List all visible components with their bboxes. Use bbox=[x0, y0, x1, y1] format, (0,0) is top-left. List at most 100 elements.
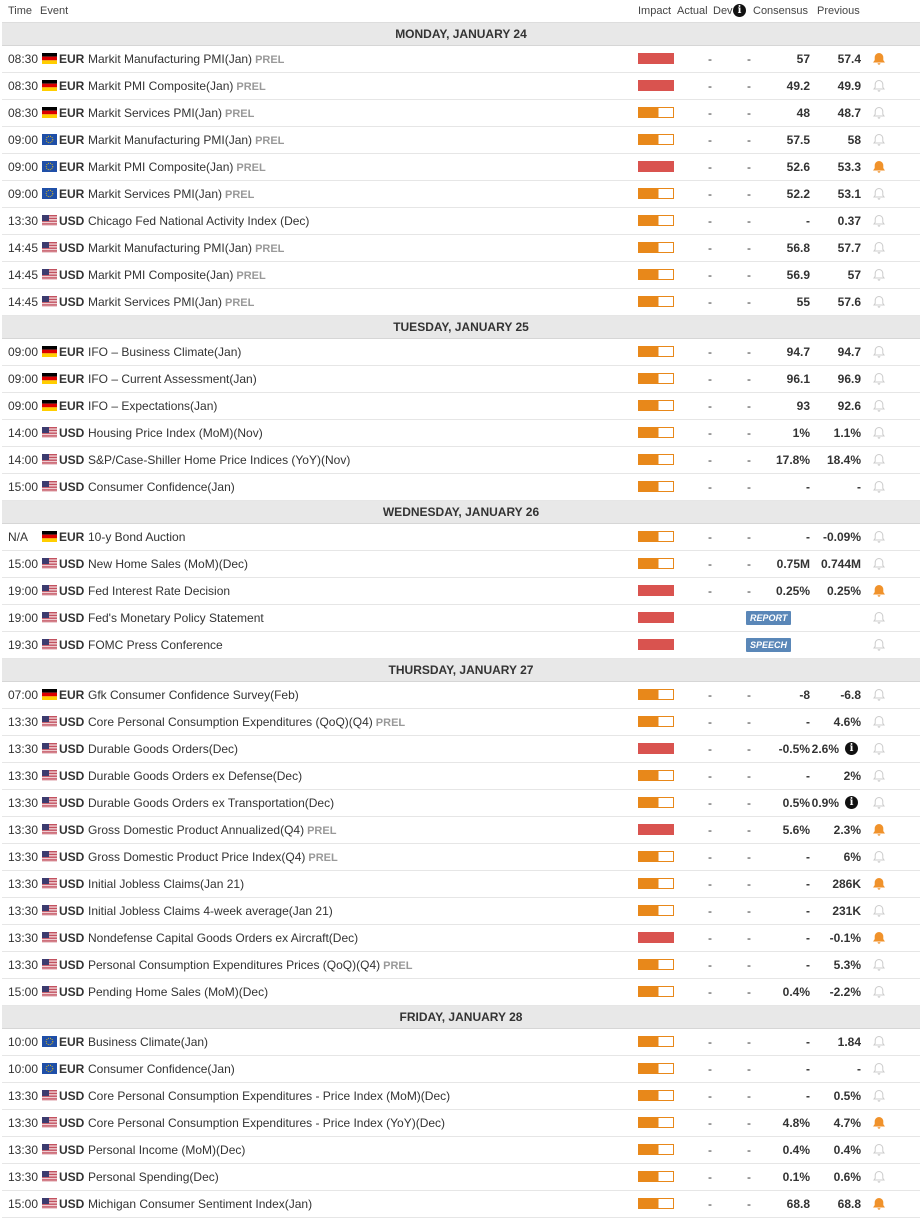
event-name[interactable]: Consumer Confidence(Jan) bbox=[88, 474, 235, 500]
bell-icon[interactable] bbox=[872, 715, 886, 729]
event-name[interactable]: Markit Manufacturing PMI(Jan) PREL bbox=[88, 127, 284, 154]
table-row[interactable]: 09:00 EUR IFO – Expectations(Jan) - - 93 92.6 bbox=[2, 393, 920, 420]
header-consensus[interactable]: Consensus bbox=[753, 5, 809, 17]
bell-icon[interactable] bbox=[872, 214, 886, 228]
event-name[interactable]: Markit Services PMI(Jan) PREL bbox=[88, 289, 254, 316]
bell-icon[interactable] bbox=[872, 611, 886, 625]
event-title[interactable]: 10-y Bond Auction bbox=[88, 530, 186, 544]
event-name[interactable]: Chicago Fed National Activity Index (Dec… bbox=[88, 208, 309, 234]
table-row[interactable]: 13:30 USD Personal Consumption Expenditure… bbox=[2, 952, 920, 979]
table-row[interactable]: 13:30 USD Gross Domestic Product Annualize… bbox=[2, 817, 920, 844]
event-title[interactable]: Pending Home Sales (MoM)(Dec) bbox=[88, 985, 269, 999]
event-title[interactable]: IFO – Expectations(Jan) bbox=[88, 399, 218, 413]
bell-icon[interactable] bbox=[872, 1143, 886, 1157]
bell-icon[interactable] bbox=[872, 796, 886, 810]
table-row[interactable]: 14:45 USD Markit PMI Composite(Jan) PREL - - 5… bbox=[2, 262, 920, 289]
event-name[interactable]: Personal Spending(Dec) bbox=[88, 1164, 219, 1190]
bell-icon[interactable] bbox=[872, 985, 886, 999]
table-row[interactable]: 08:30 EUR Markit Manufacturing PMI(Jan) PRE… bbox=[2, 46, 920, 73]
table-row[interactable]: 09:00 EUR IFO – Current Assessment(Jan) - - 9… bbox=[2, 366, 920, 393]
event-title[interactable]: Markit PMI Composite(Jan) bbox=[88, 160, 234, 174]
event-name[interactable]: Michigan Consumer Sentiment Index(Jan) bbox=[88, 1191, 312, 1217]
event-title[interactable]: Durable Goods Orders ex Transportation(D… bbox=[88, 796, 335, 810]
bell-icon[interactable] bbox=[872, 241, 886, 255]
event-title[interactable]: New Home Sales (MoM)(Dec) bbox=[88, 557, 249, 571]
bell-icon[interactable] bbox=[872, 426, 886, 440]
header-impact[interactable]: Impact bbox=[638, 5, 672, 17]
event-title[interactable]: Core Personal Consumption Expenditures -… bbox=[88, 1116, 446, 1130]
table-row[interactable]: 13:30 USD Durable Goods Orders(Dec) - - -0.5%… bbox=[2, 736, 920, 763]
bell-icon[interactable] bbox=[872, 345, 886, 359]
event-name[interactable]: Markit Manufacturing PMI(Jan) PREL bbox=[88, 46, 284, 73]
event-title[interactable]: Markit Manufacturing PMI(Jan) bbox=[88, 241, 253, 255]
event-name[interactable]: Consumer Confidence(Jan) bbox=[88, 1056, 235, 1082]
table-row[interactable]: 14:00 USD Housing Price Index (MoM)(Nov) - -… bbox=[2, 420, 920, 447]
header-event[interactable]: Event bbox=[40, 5, 69, 17]
bell-icon[interactable] bbox=[872, 688, 886, 702]
event-title[interactable]: Personal Spending(Dec) bbox=[88, 1170, 219, 1184]
bell-icon[interactable] bbox=[872, 1089, 886, 1103]
table-row[interactable]: 13:30 USD Personal Spending(Dec) - - 0.1% 0.6% bbox=[2, 1164, 920, 1191]
table-row[interactable]: 09:00 EUR IFO – Business Climate(Jan) - - 94.… bbox=[2, 339, 920, 366]
event-name[interactable]: Markit PMI Composite(Jan) PREL bbox=[88, 73, 266, 100]
bell-icon[interactable] bbox=[872, 638, 886, 652]
event-name[interactable]: 10-y Bond Auction bbox=[88, 524, 185, 550]
event-name[interactable]: Fed Interest Rate Decision bbox=[88, 578, 230, 604]
event-name[interactable]: Durable Goods Orders(Dec) bbox=[88, 736, 238, 762]
event-title[interactable]: FOMC Press Conference bbox=[88, 638, 223, 652]
event-name[interactable]: Core Personal Consumption Expenditures -… bbox=[88, 1083, 450, 1109]
table-row[interactable]: 14:45 USD Markit Manufacturing PMI(Jan) PRE… bbox=[2, 235, 920, 262]
bell-icon[interactable] bbox=[872, 530, 886, 544]
bell-icon[interactable] bbox=[872, 1035, 886, 1049]
event-title[interactable]: Michigan Consumer Sentiment Index(Jan) bbox=[88, 1197, 313, 1211]
event-name[interactable]: Durable Goods Orders ex Transportation(D… bbox=[88, 790, 334, 816]
table-row[interactable]: 08:30 EUR Markit Services PMI(Jan) PREL - - 48… bbox=[2, 100, 920, 127]
table-row[interactable]: 09:00 EUR Markit Manufacturing PMI(Jan) PRE… bbox=[2, 127, 920, 154]
table-row[interactable]: 13:30 USD Personal Income (MoM)(Dec) - - 0.4%… bbox=[2, 1137, 920, 1164]
table-row[interactable]: 10:00 EUR Business Climate(Jan) - - - 1.84 bbox=[2, 1029, 920, 1056]
bell-active-icon[interactable] bbox=[872, 52, 886, 66]
event-name[interactable]: Markit PMI Composite(Jan) PREL bbox=[88, 262, 266, 289]
info-icon[interactable]: i bbox=[845, 742, 858, 755]
event-name[interactable]: IFO – Expectations(Jan) bbox=[88, 393, 217, 419]
bell-icon[interactable] bbox=[872, 480, 886, 494]
event-title[interactable]: Markit Services PMI(Jan) bbox=[88, 187, 223, 201]
event-title[interactable]: IFO – Current Assessment(Jan) bbox=[88, 372, 257, 386]
table-row[interactable]: 13:30 USD Core Personal Consumption Expend… bbox=[2, 709, 920, 736]
info-icon[interactable]: i bbox=[733, 4, 746, 17]
header-dev[interactable]: Dev bbox=[713, 5, 733, 17]
table-row[interactable]: 15:00 USD Pending Home Sales (MoM)(Dec) - - 0… bbox=[2, 979, 920, 1006]
bell-icon[interactable] bbox=[872, 850, 886, 864]
bell-icon[interactable] bbox=[872, 904, 886, 918]
event-title[interactable]: Markit PMI Composite(Jan) bbox=[88, 268, 234, 282]
event-name[interactable]: Business Climate(Jan) bbox=[88, 1029, 208, 1055]
event-name[interactable]: Core Personal Consumption Expenditures (… bbox=[88, 709, 405, 736]
event-name[interactable]: New Home Sales (MoM)(Dec) bbox=[88, 551, 248, 577]
bell-icon[interactable] bbox=[872, 106, 886, 120]
event-title[interactable]: Markit PMI Composite(Jan) bbox=[88, 79, 234, 93]
event-title[interactable]: Core Personal Consumption Expenditures -… bbox=[88, 1089, 451, 1103]
event-title[interactable]: Markit Manufacturing PMI(Jan) bbox=[88, 52, 253, 66]
event-title[interactable]: Gross Domestic Product Price Index(Q4) bbox=[88, 850, 306, 864]
header-actual[interactable]: Actual bbox=[677, 5, 708, 17]
table-row[interactable]: N/A EUR 10-y Bond Auction - - - -0.09% bbox=[2, 524, 920, 551]
table-row[interactable]: 15:00 USD New Home Sales (MoM)(Dec) - - 0.75M… bbox=[2, 551, 920, 578]
bell-icon[interactable] bbox=[872, 958, 886, 972]
event-title[interactable]: Business Climate(Jan) bbox=[88, 1035, 209, 1049]
table-row[interactable]: 08:30 EUR Markit PMI Composite(Jan) PREL - - 4… bbox=[2, 73, 920, 100]
event-title[interactable]: Personal Income (MoM)(Dec) bbox=[88, 1143, 246, 1157]
event-title[interactable]: Fed Interest Rate Decision bbox=[88, 584, 231, 598]
event-title[interactable]: IFO – Business Climate(Jan) bbox=[88, 345, 242, 359]
bell-icon[interactable] bbox=[872, 133, 886, 147]
event-name[interactable]: Initial Jobless Claims 4-week average(Ja… bbox=[88, 898, 333, 924]
table-row[interactable]: 14:00 USD S&P/Case-Shiller Home Price Indi… bbox=[2, 447, 920, 474]
header-time[interactable]: Time bbox=[8, 5, 33, 17]
event-name[interactable]: Nondefense Capital Goods Orders ex Aircr… bbox=[88, 925, 358, 951]
header-previous[interactable]: Previous bbox=[817, 5, 860, 17]
table-row[interactable]: 15:00 USD Michigan Consumer Sentiment Inde… bbox=[2, 1191, 920, 1218]
bell-icon[interactable] bbox=[872, 268, 886, 282]
bell-icon[interactable] bbox=[872, 399, 886, 413]
event-name[interactable]: FOMC Press Conference bbox=[88, 632, 223, 658]
bell-active-icon[interactable] bbox=[872, 1197, 886, 1211]
event-name[interactable]: S&P/Case-Shiller Home Price Indices (YoY… bbox=[88, 447, 350, 473]
